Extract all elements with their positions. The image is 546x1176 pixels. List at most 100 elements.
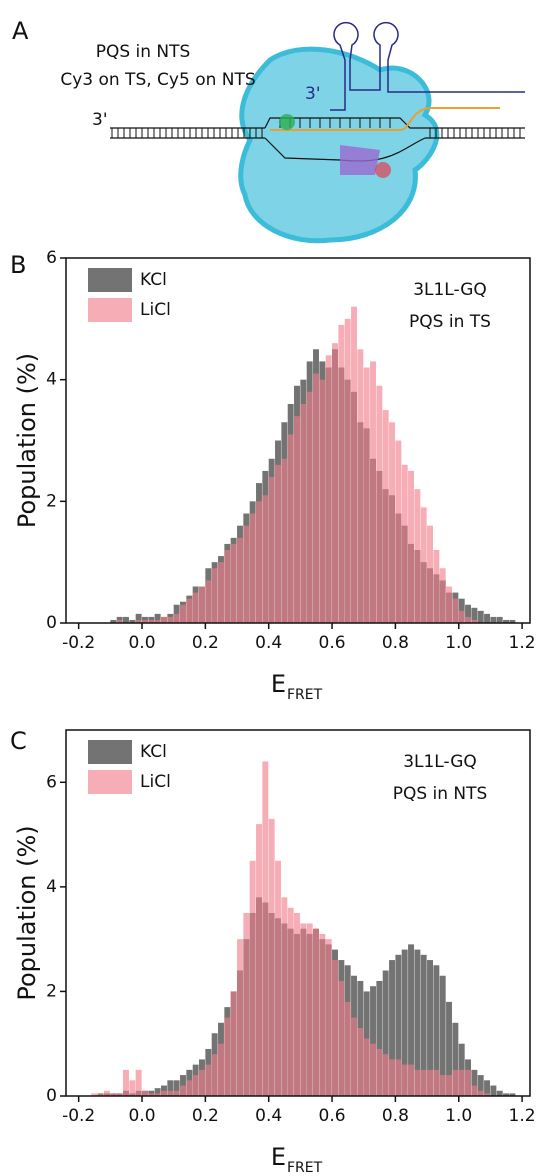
bar: [249, 513, 256, 623]
bar: [180, 604, 186, 623]
bar: [154, 619, 161, 623]
y-tick-label: 0: [46, 613, 57, 633]
bar: [173, 1090, 180, 1096]
panel-label: A: [12, 17, 29, 45]
bar: [186, 1080, 193, 1096]
bar: [205, 580, 212, 623]
bar: [319, 379, 326, 623]
bar: [167, 1080, 174, 1096]
x-tick-label: 0.8: [382, 633, 409, 653]
bar: [167, 616, 174, 623]
bar: [110, 1093, 117, 1096]
y-tick-label: 6: [46, 772, 57, 792]
legend-label: LiCl: [140, 300, 171, 320]
bar: [294, 913, 300, 1096]
chart-panel: -0.2 0.0 0.2 0.4 0.6 0.8 1.0 1.2 0 2 4 6C Population…: [10, 727, 536, 1176]
hairpins: [330, 21, 525, 111]
y-tick-label: 6: [46, 248, 57, 268]
bar: [452, 1069, 459, 1096]
bar: [351, 1017, 357, 1096]
bar: [148, 1093, 155, 1096]
diagram-text: Cy3 on TS, Cy5 on NTS: [60, 70, 255, 90]
bar: [275, 464, 281, 623]
bar: [300, 923, 307, 1096]
bar: [256, 501, 262, 623]
bar: [503, 1093, 510, 1096]
bar: [401, 1064, 408, 1096]
bar: [427, 525, 433, 623]
bar: [414, 1069, 421, 1096]
bar: [471, 1085, 478, 1096]
panel-label: B: [10, 251, 26, 279]
bar: [287, 434, 294, 623]
bar: [452, 598, 459, 623]
bar: [281, 897, 288, 1096]
bar: [446, 1001, 453, 1096]
bar: [116, 1093, 123, 1096]
bar: [218, 1043, 224, 1096]
bar: [490, 1085, 497, 1096]
legend-label: KCl: [140, 270, 167, 290]
bar: [230, 991, 237, 1096]
bar: [224, 1017, 231, 1096]
bar: [237, 939, 243, 1096]
bar: [161, 1090, 167, 1096]
bar: [135, 619, 142, 623]
x-tick-label: 1.0: [445, 633, 472, 653]
x-axis-label: E: [271, 1143, 286, 1171]
bar: [376, 980, 383, 1096]
bar: [180, 1085, 186, 1096]
bar: [104, 1090, 110, 1096]
bar: [458, 610, 465, 623]
bar: [154, 613, 161, 623]
bar: [458, 1069, 465, 1096]
bar: [484, 1080, 491, 1096]
bar: [199, 586, 205, 623]
bar: [338, 980, 345, 1096]
bar: [154, 1093, 161, 1096]
bar: [420, 1069, 427, 1096]
x-tick-label: 0.2: [192, 1106, 219, 1126]
legend-swatch: [88, 298, 132, 322]
bar: [427, 1069, 433, 1096]
bar: [370, 1043, 376, 1096]
bar: [313, 373, 319, 623]
bar: [268, 477, 275, 623]
panel-label: C: [10, 727, 27, 755]
bar: [484, 613, 491, 623]
x-tick-label: 0.0: [128, 1106, 155, 1126]
bar: [275, 860, 281, 1096]
bar: [224, 550, 231, 623]
bar: [363, 1038, 370, 1096]
bar: [496, 616, 503, 623]
diagram-text: PQS in NTS: [96, 42, 191, 62]
bar: [433, 965, 440, 1096]
legend-swatch: [88, 268, 132, 292]
bar: [129, 1080, 136, 1096]
bar: [363, 367, 370, 623]
bar: [496, 1090, 503, 1096]
legend-swatch: [88, 740, 132, 764]
bar: [268, 818, 275, 1096]
bar: [243, 913, 250, 1096]
bar: [313, 928, 319, 1096]
bar: [249, 860, 256, 1096]
bar: [357, 1028, 364, 1096]
bar: [395, 1059, 402, 1096]
y-tick-label: 4: [46, 877, 57, 897]
bar: [357, 349, 364, 623]
bar: [446, 586, 453, 623]
bar: [389, 960, 395, 1096]
bar: [173, 613, 180, 623]
cy5-dye: [375, 162, 391, 178]
bar: [408, 1064, 414, 1096]
bar: [142, 1090, 148, 1096]
x-axis-label-subscript: FRET: [287, 687, 323, 703]
bar: [509, 619, 516, 623]
bar: [123, 1069, 129, 1096]
bar: [306, 391, 313, 623]
bar: [205, 1064, 212, 1096]
bar: [256, 824, 262, 1096]
bar: [471, 619, 478, 623]
bar: [332, 960, 338, 1096]
